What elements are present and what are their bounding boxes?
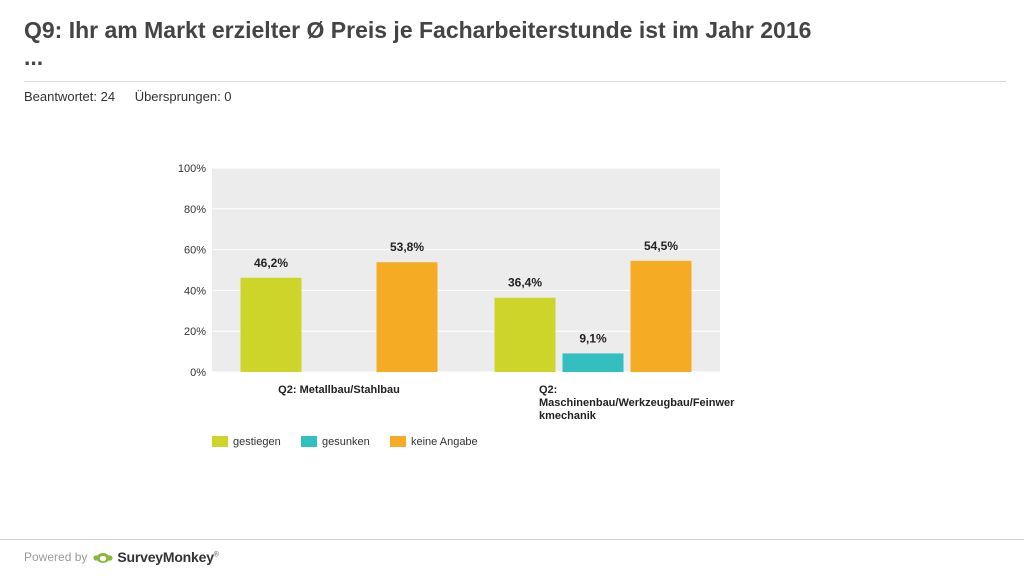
bar-gestiegen: [240, 277, 302, 372]
x-category-label: kmechanik: [539, 410, 597, 422]
y-tick-label: 40%: [184, 285, 206, 297]
brand-text: SurveyMonkey: [117, 549, 214, 565]
legend-swatch-keine-angabe: [390, 436, 406, 447]
legend-swatch-gesunken: [301, 436, 317, 447]
brand-name: SurveyMonkey®: [117, 549, 219, 565]
y-tick-label: 100%: [178, 163, 206, 175]
data-label: 53,8%: [390, 240, 424, 254]
y-tick-label: 60%: [184, 245, 206, 257]
response-stats: Beantwortet: 24 Übersprungen: 0: [24, 89, 248, 104]
bar-chart: 0% 20% 40% 60% 80% 100% 46,2% 53,8% Q2: Metallba…: [178, 163, 735, 448]
page-title: Q9: Ihr am Markt erzielter Ø Preis je Fa…: [24, 14, 1004, 70]
data-label: 46,2%: [254, 256, 288, 270]
skipped-count: Übersprungen: 0: [134, 89, 232, 104]
x-category-label: Q2:: [539, 384, 557, 396]
title-ellipsis: ...: [24, 44, 44, 70]
data-label: 54,5%: [644, 239, 678, 253]
legend-label: gesunken: [322, 436, 370, 448]
answered-count: Beantwortet: 24: [24, 89, 116, 104]
question-title: Q9: Ihr am Markt erzielter Ø Preis je Fa…: [24, 17, 812, 43]
powered-by-label: Powered by: [24, 550, 88, 564]
bar-keine-angabe: [376, 262, 438, 372]
data-label: 9,1%: [579, 331, 607, 345]
surveymonkey-logo-icon: [93, 553, 113, 563]
x-category-label: Maschinenbau/Werkzeugbau/Feinwer: [539, 397, 735, 409]
x-category-label: Q2: Metallbau/Stahlbau: [278, 384, 400, 396]
y-tick-label: 0%: [190, 367, 206, 379]
footer-divider: [0, 539, 1024, 540]
footer: Powered by SurveyMonkey®: [24, 548, 219, 566]
y-tick-label: 20%: [184, 326, 206, 338]
data-label: 36,4%: [508, 276, 542, 290]
y-tick-label: 80%: [184, 204, 206, 216]
trademark: ®: [213, 551, 219, 559]
header-divider: [24, 81, 1006, 82]
bar-keine-angabe: [630, 260, 692, 372]
bar-gesunken: [562, 353, 624, 372]
legend-label: keine Angabe: [411, 436, 478, 448]
legend-swatch-gestiegen: [212, 436, 228, 447]
legend-label: gestiegen: [233, 436, 281, 448]
bar-gestiegen: [494, 297, 556, 372]
